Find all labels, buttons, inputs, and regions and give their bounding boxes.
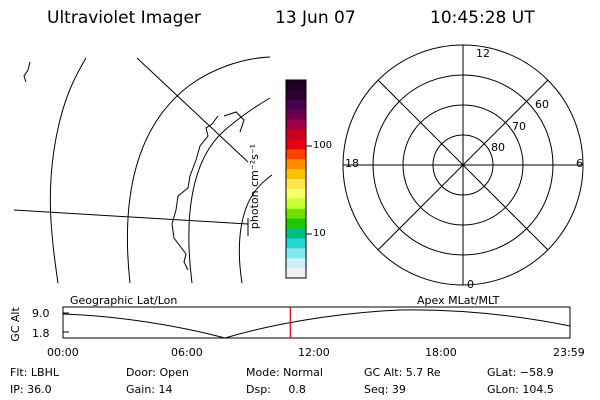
polar-ring-70 [402,104,524,226]
colorbar-cell [286,179,306,190]
colorbar-cell [286,258,306,269]
colorbar-cell [286,188,306,200]
status-gain: Gain: 14 [126,383,173,396]
map-coastline [23,61,31,83]
colorbar-cell [286,159,306,170]
x-tick-1200: 12:00 [298,346,330,359]
status-filter: Flt: LBHL [10,366,59,379]
instrument-title: Ultraviolet Imager [47,8,201,28]
x-tick-0600: 06:00 [171,346,203,359]
colorbar-cell [286,208,306,220]
status-glon: GLon: 104.5 [487,383,554,396]
polar-diagonal [377,79,549,251]
colorbar-cell [286,238,306,249]
status-seq: Seq: 39 [364,383,406,396]
colorbar-cell [286,119,306,130]
x-tick-2359: 23:59 [553,346,585,359]
polar-diagonal [377,79,549,251]
polar-ring-80 [432,134,494,196]
colorbar-cell [286,169,306,180]
timeline-y-title: GC Alt [8,307,22,342]
status-gc-alt: GC Alt: 5.7 Re [364,366,441,379]
mlt-label-6: 6 [576,157,583,170]
lat-label-80: 80 [491,141,505,154]
map-meridian [13,209,249,225]
lat-label-70: 70 [512,120,526,133]
time-label: 10:45:28 UT [430,8,535,28]
timeline-y-tick-max: 9.0 [32,307,50,320]
timeline-left-label: Geographic Lat/Lon [70,294,178,307]
colorbar-cell [286,139,306,150]
timeline-right-label: Apex MLat/MLT [417,294,500,307]
status-ip: IP: 36.0 [10,383,52,396]
colorbar-cell [286,198,306,210]
map-meridian [136,57,249,163]
date-label: 13 Jun 07 [275,8,356,28]
status-door: Door: Open [126,366,189,379]
status-dsp: Dsp: 0.8 [246,383,306,396]
polar-ring-60 [372,74,554,256]
polar-ring-outer [342,44,584,286]
colorbar-cell [286,80,306,91]
colorbar-frame [285,79,307,279]
colorbar-tick-100: 100 [313,140,333,151]
status-glat: GLat: −58.9 [487,366,554,379]
altitude-curve [62,309,571,339]
colorbar-cell [286,89,306,101]
timeline-y-tick-min: 1.8 [32,327,50,340]
colorbar-cell [286,129,306,140]
colorbar-cell [286,228,306,239]
map-lat-arc [49,57,87,284]
colorbar-unit-label: photon cm⁻²s⁻¹ [248,143,262,230]
colorbar-cell [286,109,306,121]
colorbar-cell [286,149,306,160]
colorbar-tick-10: 10 [313,228,326,239]
map-coastline [171,115,219,271]
mlt-label-12: 12 [476,47,490,60]
timeline-frame [62,306,571,339]
lat-label-60: 60 [535,98,549,111]
x-tick-0000: 00:00 [47,346,79,359]
mlt-label-18: 18 [345,157,359,170]
mlt-label-0: 0 [467,278,474,291]
status-mode: Mode: Normal [246,366,323,379]
colorbar-cell [286,218,306,229]
map-coastline [223,111,245,133]
colorbar-cell [286,248,306,259]
colorbar-cell [286,268,306,279]
x-tick-1800: 18:00 [425,346,457,359]
colorbar-cell [286,99,306,111]
